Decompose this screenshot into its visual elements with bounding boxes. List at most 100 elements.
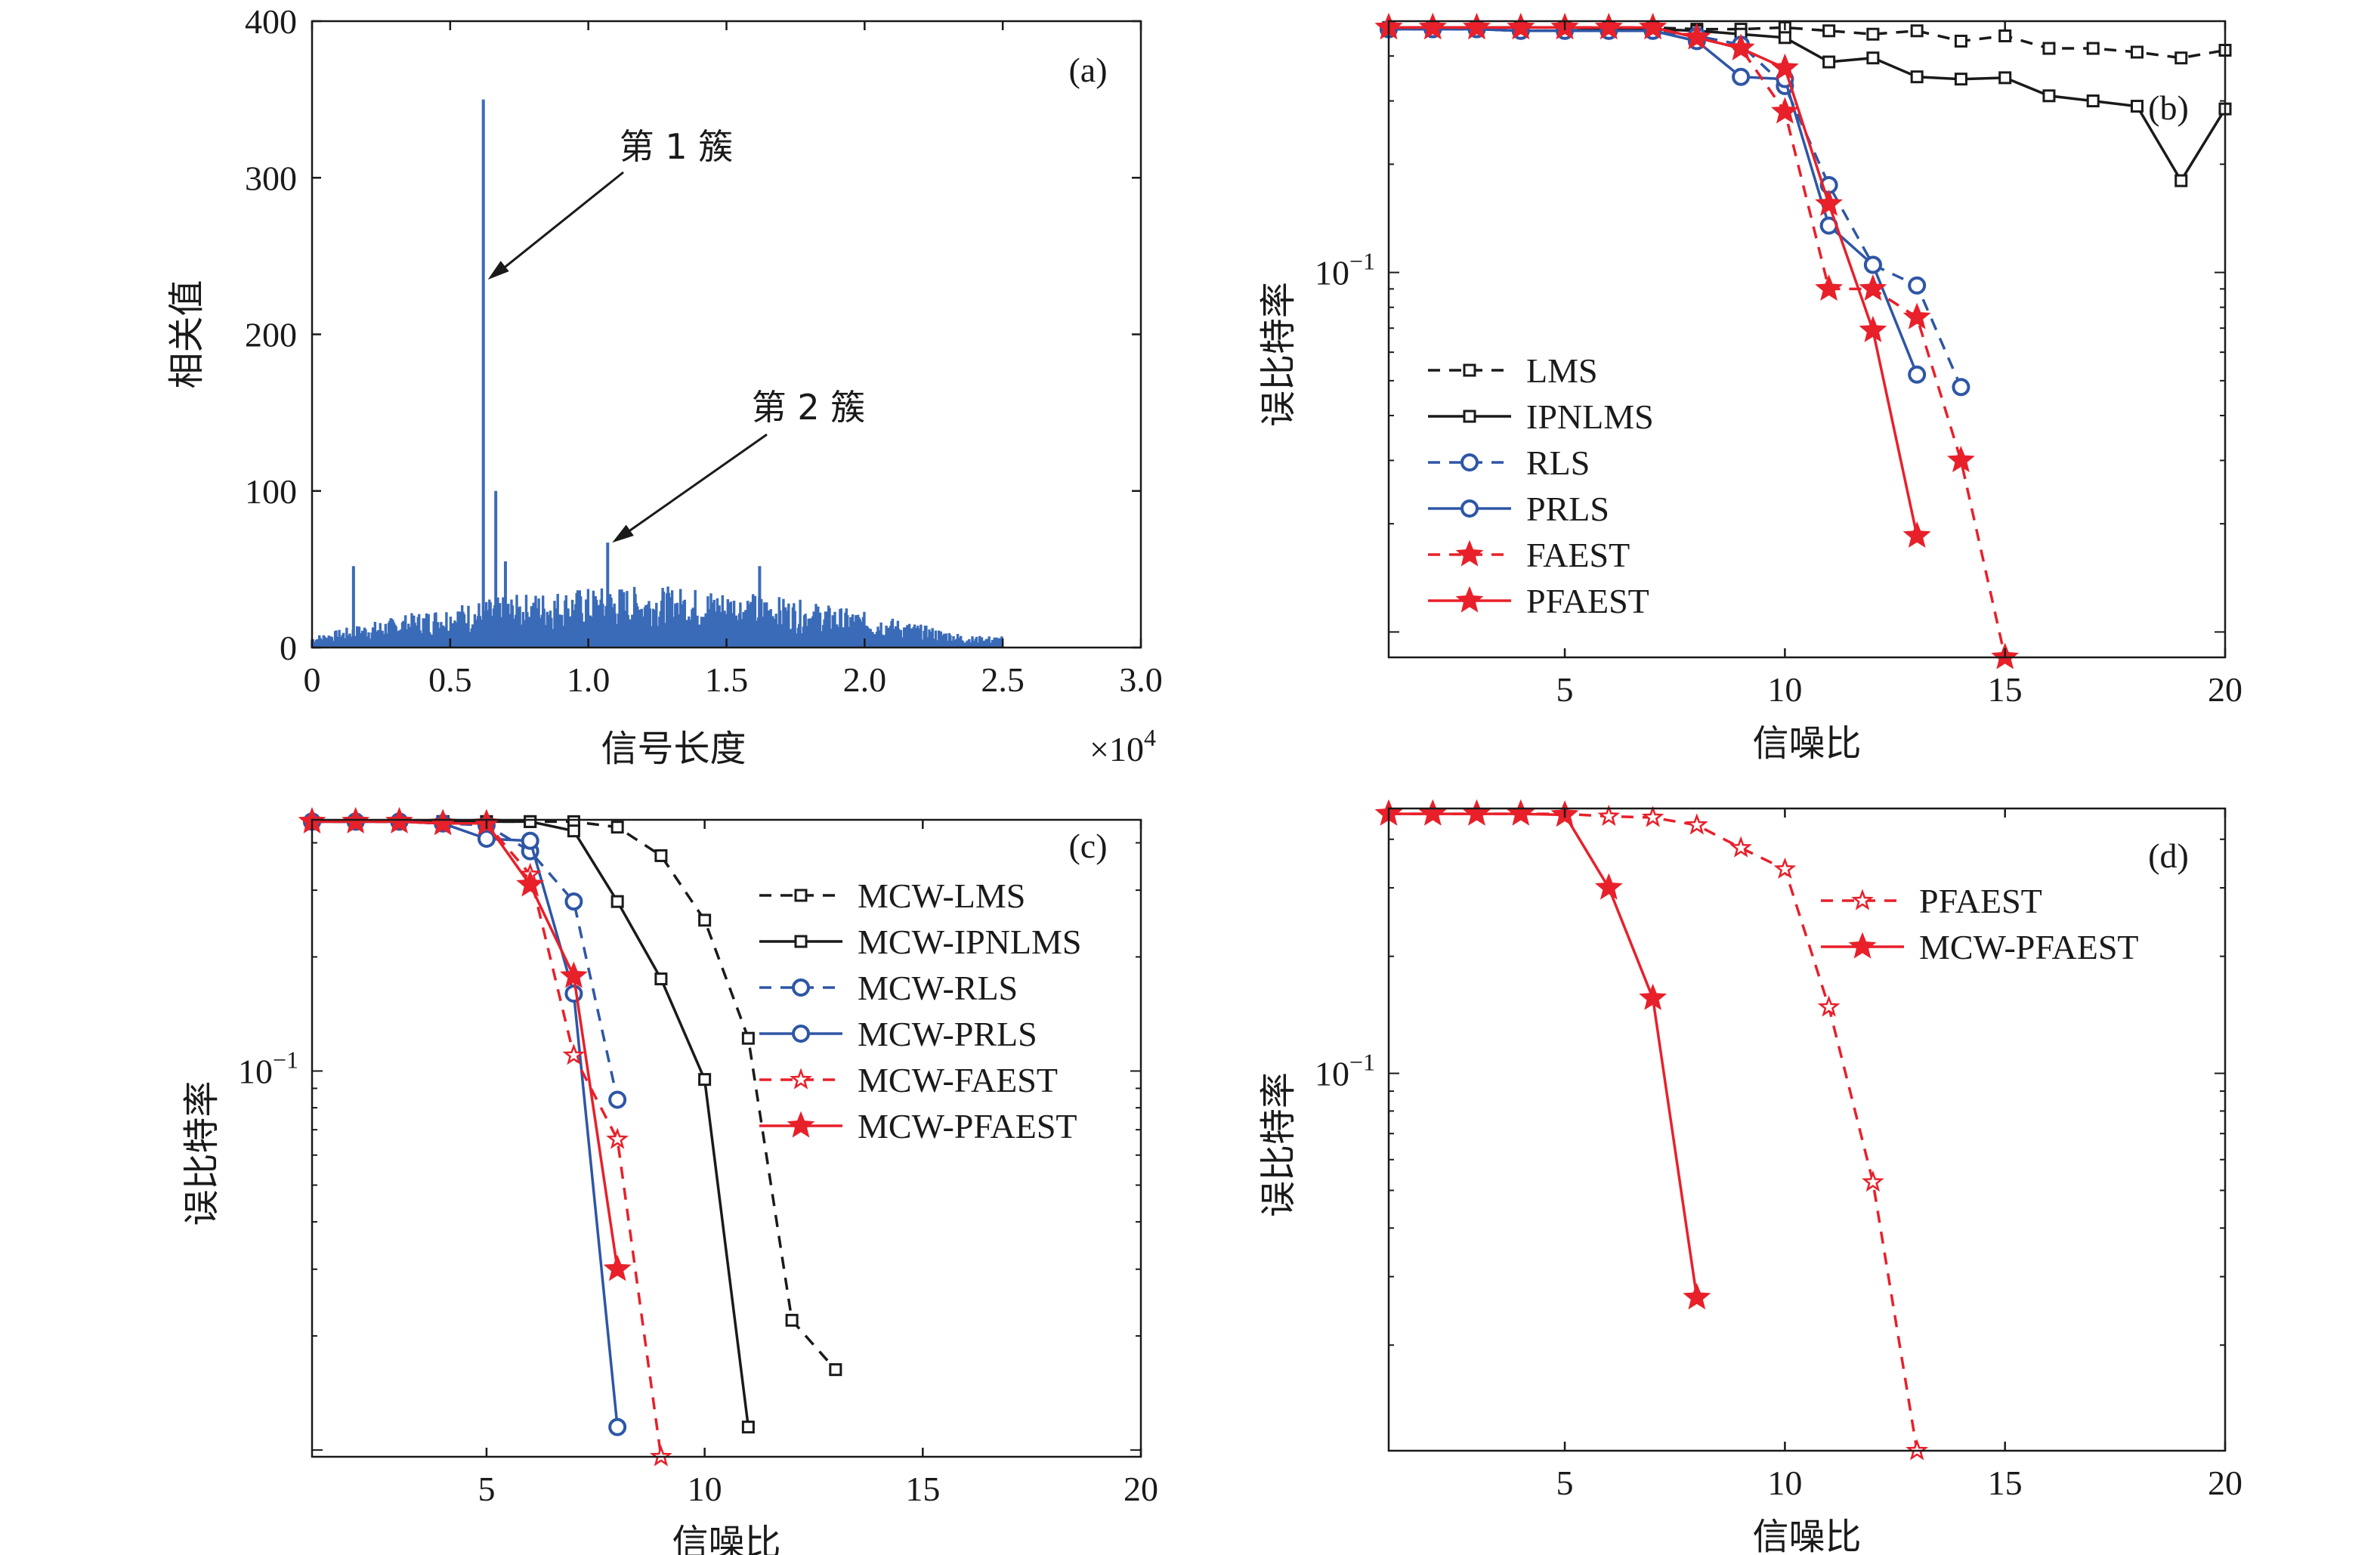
- annotation-cluster-2: 第 2 簇: [752, 387, 866, 428]
- y-tick-label: 100: [245, 472, 297, 511]
- y-tick-label-base: 10: [1315, 254, 1349, 292]
- panel-label-d: (d): [2148, 836, 2189, 875]
- annotation-cluster-1: 第 1 簇: [620, 126, 734, 167]
- data-point: [606, 1127, 629, 1149]
- data-point: [741, 1421, 755, 1434]
- plot-frame-c: [311, 818, 1142, 1458]
- data-point: [564, 892, 583, 911]
- data-point: [1639, 983, 1668, 1010]
- panel-a: 0 0.5 1.0 1.5 2.0 2.5 3.0 0 100 200 300 400 信号长度 相关值 ×…: [165, 2, 1163, 770]
- data-point: [2042, 89, 2056, 103]
- data-point: [562, 1043, 586, 1065]
- data-point: [1998, 71, 2012, 85]
- data-point: [1859, 315, 1887, 342]
- series-pfaest: [1377, 802, 1929, 1461]
- series-faest: [1374, 12, 2020, 669]
- data-point: [1954, 34, 1967, 48]
- data-point: [1639, 12, 1668, 40]
- data-point: [1729, 836, 1752, 858]
- legend-c: MCW-LMS MCW-IPNLMS MCW-RLS MCW-PRLS MCW-FAES…: [759, 876, 1081, 1145]
- x-axis-label: 信号长度: [601, 728, 746, 770]
- y-tick-label-exponent: −1: [273, 1046, 298, 1073]
- legend-entry: IPNLMS: [1526, 397, 1654, 436]
- y-tick-label: 300: [245, 159, 297, 197]
- data-point: [603, 1254, 632, 1281]
- data-point: [829, 1363, 842, 1377]
- data-point: [1418, 799, 1447, 826]
- x-tick-label: 1.0: [567, 660, 610, 699]
- x-tick-label: 5: [478, 1470, 495, 1508]
- series-line: [312, 820, 663, 1458]
- data-point: [1463, 799, 1491, 826]
- data-point: [1862, 1170, 1884, 1192]
- x-tick-label: 0: [304, 660, 321, 699]
- data-point: [2174, 51, 2188, 65]
- legend-marker: [1851, 889, 1874, 910]
- y-tick-label-base: 10: [1315, 1055, 1349, 1093]
- x-axis-label: 信噪比: [1752, 1516, 1861, 1555]
- x-multiplier: ×104: [1090, 724, 1156, 768]
- data-point: [1507, 799, 1535, 826]
- series-pfaest: [1374, 12, 1931, 548]
- legend-marker: [1463, 363, 1476, 377]
- data-point: [1641, 805, 1664, 827]
- data-point: [1418, 13, 1447, 40]
- panel-b: 5 10 15 2010−1信噪比误比特率(b)LMSIPNLMSRLSPRLSFAE…: [1257, 12, 2242, 765]
- data-point: [1463, 12, 1491, 40]
- data-point: [1770, 53, 1799, 80]
- data-point: [1910, 70, 1924, 84]
- data-point: [1732, 67, 1751, 86]
- legend-entry: MCW-IPNLMS: [858, 923, 1081, 961]
- x-tick-label: 20: [1124, 1470, 1158, 1508]
- y-axis-label: 相关值: [165, 280, 208, 388]
- legend-marker: [1463, 410, 1476, 423]
- plot-frame-a: [311, 20, 1142, 649]
- data-point: [1597, 804, 1621, 827]
- x-tick-label: 2.5: [981, 660, 1025, 699]
- data-point: [1946, 446, 1975, 473]
- y-tick-label: 10−1: [1315, 248, 1375, 292]
- arrow-head: [487, 261, 509, 280]
- legend-b: LMS IPNLMS RLS PRLS FAEST PFAEST: [1428, 351, 1654, 620]
- data-point: [1998, 29, 2012, 42]
- legend-marker: [794, 889, 808, 902]
- data-point: [2174, 174, 2188, 187]
- legend-marker: [1455, 539, 1484, 567]
- legend-entry: MCW-RLS: [858, 969, 1018, 1007]
- legend-marker: [1460, 453, 1479, 471]
- data-point: [1908, 276, 1927, 295]
- x-tick-label: 15: [905, 1470, 940, 1508]
- legend-marker: [1455, 586, 1484, 613]
- series-line: [1389, 26, 2227, 184]
- data-point: [564, 985, 583, 1003]
- data-point: [477, 830, 496, 849]
- series-mcw-ipnlms: [305, 815, 755, 1434]
- data-point: [698, 1073, 712, 1087]
- data-point: [524, 815, 537, 828]
- plot-frame-d: [1387, 807, 2227, 1452]
- legend-entry: MCW-PFAEST: [1919, 928, 2139, 966]
- data-point: [1507, 12, 1535, 40]
- series-line: [1389, 812, 1698, 1298]
- series-line: [1389, 26, 2226, 60]
- legend-marker: [794, 935, 808, 948]
- legend-entry: RLS: [1526, 444, 1590, 482]
- data-point: [1594, 873, 1623, 900]
- data-point: [1817, 995, 1841, 1017]
- y-tick-label: 0: [280, 629, 297, 667]
- data-point: [1773, 857, 1797, 880]
- data-point: [654, 972, 668, 986]
- data-point: [1726, 33, 1755, 60]
- data-point: [1822, 24, 1836, 38]
- legend-entry: PFAEST: [1526, 582, 1649, 620]
- data-point: [1683, 23, 1711, 50]
- legend-entry: LMS: [1526, 351, 1598, 390]
- y-axis-label: 误比特率: [181, 1080, 223, 1226]
- legend-marker: [792, 1025, 810, 1043]
- data-point: [1685, 813, 1708, 835]
- legend-d: PFAEST MCW-PFAEST: [1821, 882, 2139, 966]
- data-point: [1902, 521, 1931, 548]
- data-point: [1859, 274, 1887, 301]
- y-tick-label-exponent: −1: [1349, 1049, 1375, 1076]
